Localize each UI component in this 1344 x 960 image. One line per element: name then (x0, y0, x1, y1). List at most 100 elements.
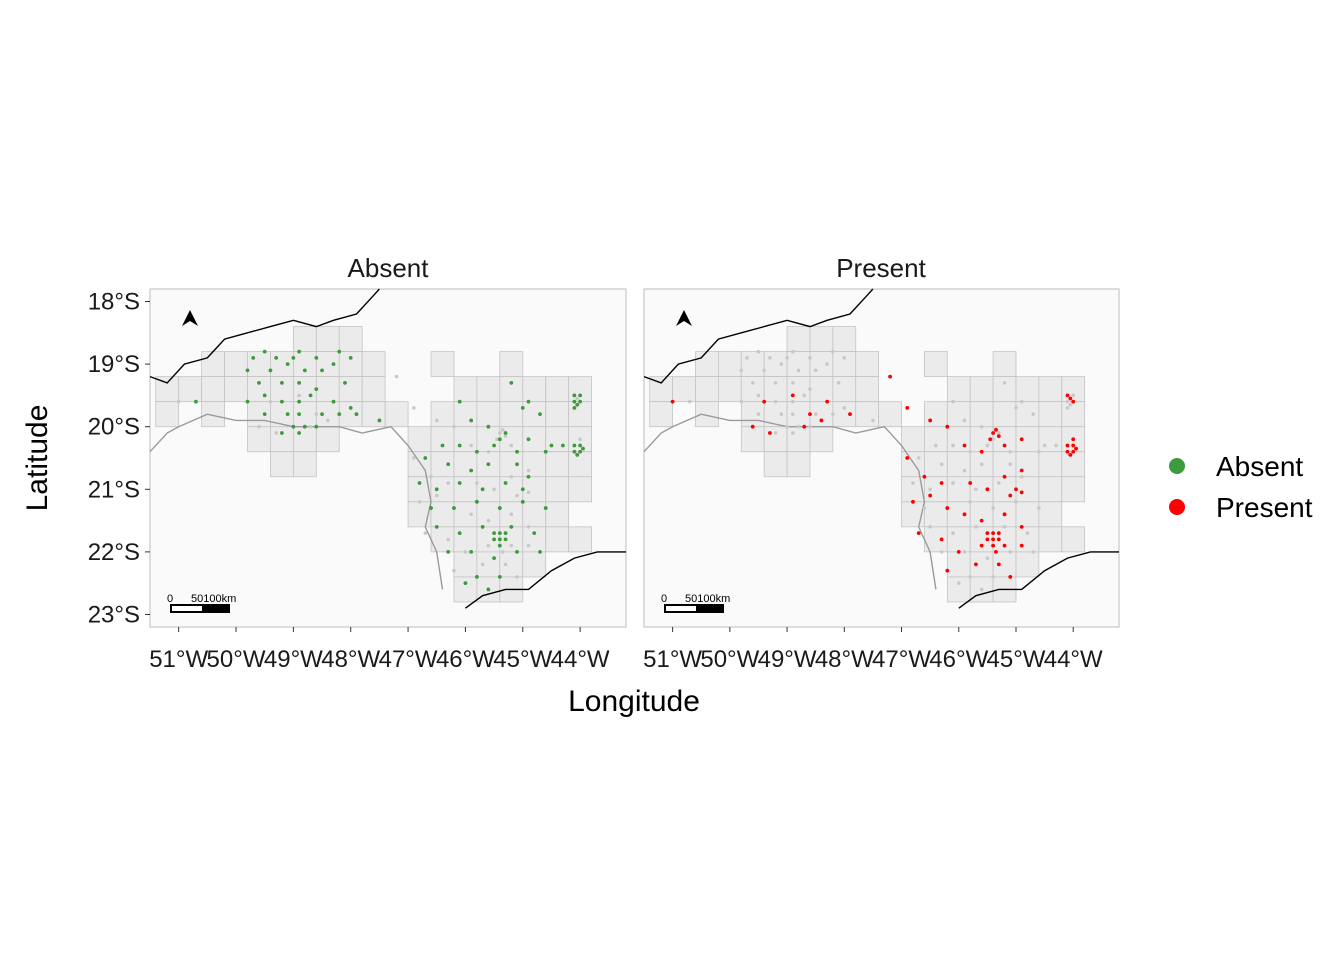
background-point (939, 550, 944, 554)
x-tick-label: 47°W (872, 646, 931, 673)
absent-point (503, 431, 508, 435)
grid-cell (649, 401, 674, 428)
background-point (756, 412, 761, 416)
grid-cell (992, 451, 1017, 478)
absent-point (572, 399, 577, 404)
grid-cell (969, 551, 994, 578)
present-point (1002, 443, 1007, 448)
absent-points-layer (193, 349, 585, 592)
background-point (951, 399, 955, 404)
background-point (968, 575, 973, 579)
grid-cell (946, 426, 971, 453)
background-point (911, 481, 915, 485)
background-point (1065, 399, 1070, 404)
absent-point (314, 355, 319, 360)
x-tick-label: 49°W (758, 646, 817, 673)
grid-cell (763, 351, 788, 378)
present-point (1019, 543, 1024, 548)
present-point (808, 412, 812, 417)
background-point (412, 456, 416, 460)
grid-cell (946, 501, 971, 528)
absent-point (520, 406, 525, 410)
present-point (991, 531, 995, 536)
x-axis-absent: 51°W50°W49°W48°W47°W46°W45°W44°W (149, 627, 610, 673)
grid-cell (878, 401, 902, 428)
background-point (739, 368, 744, 373)
absent-point (515, 549, 519, 554)
absent-point (463, 581, 468, 586)
absent-point (503, 481, 508, 485)
background-point (526, 490, 531, 495)
background-point (756, 393, 761, 398)
grid-cell (476, 401, 501, 428)
present-point (762, 399, 767, 404)
state-border (149, 413, 444, 590)
background-point (469, 443, 473, 448)
absent-point (314, 387, 319, 392)
background-point (469, 512, 473, 517)
present-point (1019, 468, 1024, 473)
grid-cell (740, 376, 765, 403)
present-point (670, 399, 675, 404)
grid-cell (946, 401, 971, 428)
background-point (991, 437, 995, 442)
absent-point (297, 380, 302, 385)
grid-cell (201, 401, 225, 428)
absent-point (578, 449, 583, 454)
grid-cell (430, 451, 455, 478)
grid-cell (545, 476, 570, 503)
absent-point (575, 452, 580, 457)
absent-point (503, 531, 508, 536)
x-tick-label: 44°W (551, 646, 610, 673)
background-point (1065, 406, 1070, 410)
absent-point (348, 355, 353, 360)
present-point (1065, 449, 1070, 454)
present-point (939, 481, 944, 485)
background-point (928, 525, 932, 529)
grid-cell (1038, 501, 1063, 528)
grid-cell (969, 376, 994, 403)
background-point (515, 493, 519, 498)
background-point (939, 462, 944, 467)
grid-cell (338, 376, 363, 403)
present-point (996, 537, 1001, 542)
present-point (916, 531, 921, 536)
background-point (1068, 402, 1073, 407)
grid-cell (924, 501, 948, 528)
background-point (842, 406, 847, 410)
background-point (768, 356, 772, 360)
absent-point (285, 412, 290, 417)
grid-cell (247, 426, 271, 453)
absent-point (497, 575, 502, 579)
absent-point (526, 437, 531, 442)
present-point (848, 412, 852, 417)
absent-point (469, 549, 474, 554)
x-axis-title: Longitude (568, 685, 700, 718)
absent-point (509, 380, 514, 385)
present-point (1071, 449, 1076, 454)
absent-point (578, 443, 583, 448)
background-point (825, 362, 829, 366)
present-point (962, 512, 967, 517)
grid-cell (901, 426, 925, 453)
grid-cell (315, 351, 340, 378)
absent-point (543, 449, 548, 454)
present-point (1019, 437, 1024, 442)
absent-point (348, 406, 353, 410)
grid-cell (545, 401, 570, 428)
absent-point (497, 543, 502, 548)
grid-cell (522, 476, 547, 503)
absent-point (297, 399, 302, 404)
grid-cell (292, 376, 317, 403)
grid-cell (499, 376, 524, 403)
absent-point (532, 531, 537, 536)
grid-cell (453, 476, 478, 503)
background-point (257, 424, 261, 429)
background-point (687, 399, 692, 404)
background-point (773, 399, 778, 404)
background-point (968, 500, 973, 504)
absent-point (291, 424, 296, 429)
absent-point (572, 443, 577, 448)
background-point (813, 412, 818, 416)
present-point (1071, 443, 1076, 448)
